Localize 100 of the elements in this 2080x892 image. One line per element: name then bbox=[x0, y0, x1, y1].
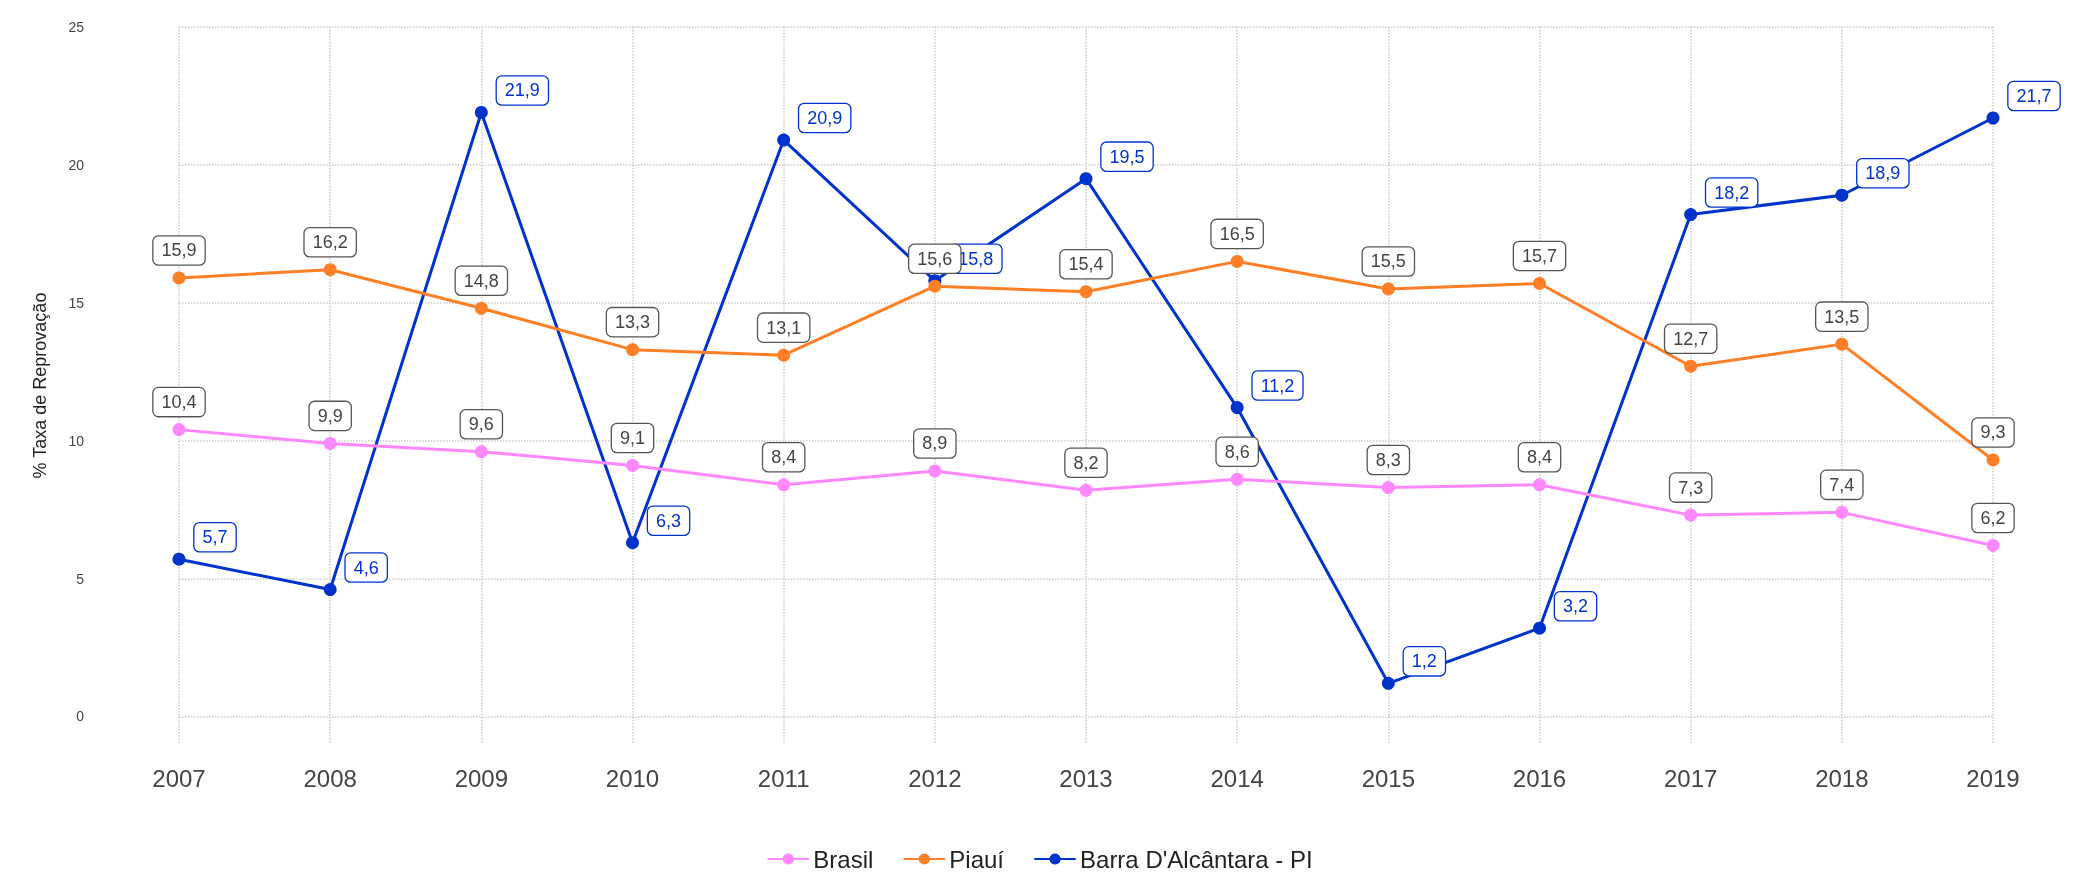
point bbox=[474, 445, 488, 459]
legend-label: Barra D'Alcântara - PI bbox=[1080, 845, 1313, 873]
point bbox=[1986, 453, 2000, 467]
data-label: 9,1 bbox=[619, 427, 646, 448]
data-label: 15,8 bbox=[958, 248, 994, 269]
data-label: 14,8 bbox=[463, 270, 499, 291]
point bbox=[1230, 472, 1244, 486]
point bbox=[1381, 676, 1395, 690]
point bbox=[928, 279, 942, 293]
y-tick-label: 5 bbox=[76, 570, 85, 587]
point bbox=[1079, 483, 1093, 497]
data-label: 21,7 bbox=[2016, 86, 2052, 106]
y-tick-label: 25 bbox=[68, 19, 85, 35]
data-label: 18,2 bbox=[1714, 182, 1750, 203]
x-tick-label: 2017 bbox=[1663, 764, 1718, 792]
y-tick-label: 15 bbox=[68, 294, 85, 311]
point bbox=[1230, 401, 1244, 415]
point bbox=[172, 271, 186, 285]
legend-label: Brasil bbox=[813, 845, 874, 873]
point bbox=[1533, 621, 1546, 635]
x-tick-label: 2009 bbox=[454, 764, 509, 792]
data-label: 13,5 bbox=[1824, 306, 1860, 327]
data-label: 6,2 bbox=[1980, 507, 2006, 528]
data-label: 4,6 bbox=[353, 557, 379, 578]
point bbox=[1079, 285, 1093, 299]
data-label: 7,3 bbox=[1678, 477, 1704, 498]
data-label: 9,6 bbox=[468, 414, 494, 435]
data-label: 9,3 bbox=[1980, 422, 2006, 443]
y-tick-label: 0 bbox=[76, 708, 85, 725]
point bbox=[1684, 508, 1698, 522]
x-tick-label: 2010 bbox=[605, 764, 660, 792]
data-label: 8,9 bbox=[922, 433, 948, 454]
data-label: 16,2 bbox=[312, 232, 348, 253]
data-label: 7,4 bbox=[1829, 474, 1855, 495]
data-label: 6,3 bbox=[656, 510, 682, 531]
x-tick-label: 2015 bbox=[1361, 764, 1416, 792]
point bbox=[1381, 282, 1395, 296]
x-tick-label: 2011 bbox=[757, 764, 810, 792]
x-tick-label: 2007 bbox=[152, 764, 206, 792]
x-tick-label: 2019 bbox=[1966, 764, 2020, 792]
point bbox=[928, 464, 942, 478]
point bbox=[777, 133, 791, 147]
data-label: 8,4 bbox=[771, 447, 797, 468]
data-label: 15,4 bbox=[1068, 254, 1104, 275]
data-label: 3,2 bbox=[1563, 596, 1589, 617]
data-label: 8,4 bbox=[1526, 447, 1553, 468]
point bbox=[1533, 276, 1546, 290]
point bbox=[626, 458, 639, 472]
point bbox=[172, 423, 186, 437]
data-label: 15,6 bbox=[917, 248, 953, 269]
data-label: 9,9 bbox=[317, 405, 343, 426]
y-tick-label: 20 bbox=[68, 156, 85, 173]
data-label: 5,7 bbox=[202, 527, 228, 548]
point bbox=[1079, 172, 1093, 186]
point bbox=[323, 583, 337, 597]
data-label: 10,4 bbox=[161, 392, 197, 413]
x-tick-label: 2012 bbox=[908, 764, 962, 792]
point bbox=[323, 436, 337, 450]
point bbox=[1835, 337, 1849, 351]
data-label: 13,3 bbox=[614, 312, 651, 333]
point bbox=[474, 301, 488, 315]
data-label: 13,1 bbox=[766, 317, 802, 338]
point bbox=[626, 536, 639, 550]
x-tick-label: 2008 bbox=[303, 764, 357, 792]
data-label: 15,7 bbox=[1521, 245, 1558, 266]
x-tick-label: 2014 bbox=[1210, 764, 1264, 792]
point bbox=[1986, 538, 2000, 552]
point bbox=[1684, 208, 1698, 222]
data-label: 15,5 bbox=[1370, 251, 1406, 272]
point bbox=[1986, 111, 2000, 125]
data-label: 15,9 bbox=[161, 240, 197, 261]
data-label: 8,6 bbox=[1224, 441, 1250, 462]
data-label: 8,3 bbox=[1375, 450, 1401, 471]
point bbox=[1230, 254, 1244, 268]
point bbox=[172, 552, 186, 566]
data-label: 16,5 bbox=[1219, 223, 1255, 244]
data-label: 1,2 bbox=[1411, 651, 1437, 672]
point bbox=[626, 343, 639, 357]
point bbox=[777, 478, 791, 492]
point bbox=[1835, 505, 1849, 519]
point bbox=[1381, 481, 1395, 495]
data-label: 12,7 bbox=[1673, 328, 1709, 349]
y-tick-label: 10 bbox=[68, 432, 85, 449]
point bbox=[1684, 359, 1698, 373]
point bbox=[1533, 478, 1546, 492]
x-tick-label: 2013 bbox=[1059, 764, 1113, 792]
data-label: 19,5 bbox=[1109, 146, 1145, 167]
point bbox=[777, 348, 791, 362]
data-label: 11,2 bbox=[1260, 375, 1295, 396]
x-tick-label: 2016 bbox=[1512, 764, 1567, 792]
point bbox=[474, 105, 488, 119]
data-label: 8,2 bbox=[1073, 452, 1099, 473]
point bbox=[1835, 188, 1849, 202]
point bbox=[323, 263, 337, 277]
y-axis-title: % Taxa de Reprovação bbox=[30, 292, 50, 479]
legend-label: Piauí bbox=[949, 845, 1005, 873]
data-label: 20,9 bbox=[807, 108, 843, 129]
data-label: 21,9 bbox=[504, 80, 540, 101]
x-tick-label: 2018 bbox=[1815, 764, 1869, 792]
data-label: 18,9 bbox=[1865, 163, 1901, 184]
